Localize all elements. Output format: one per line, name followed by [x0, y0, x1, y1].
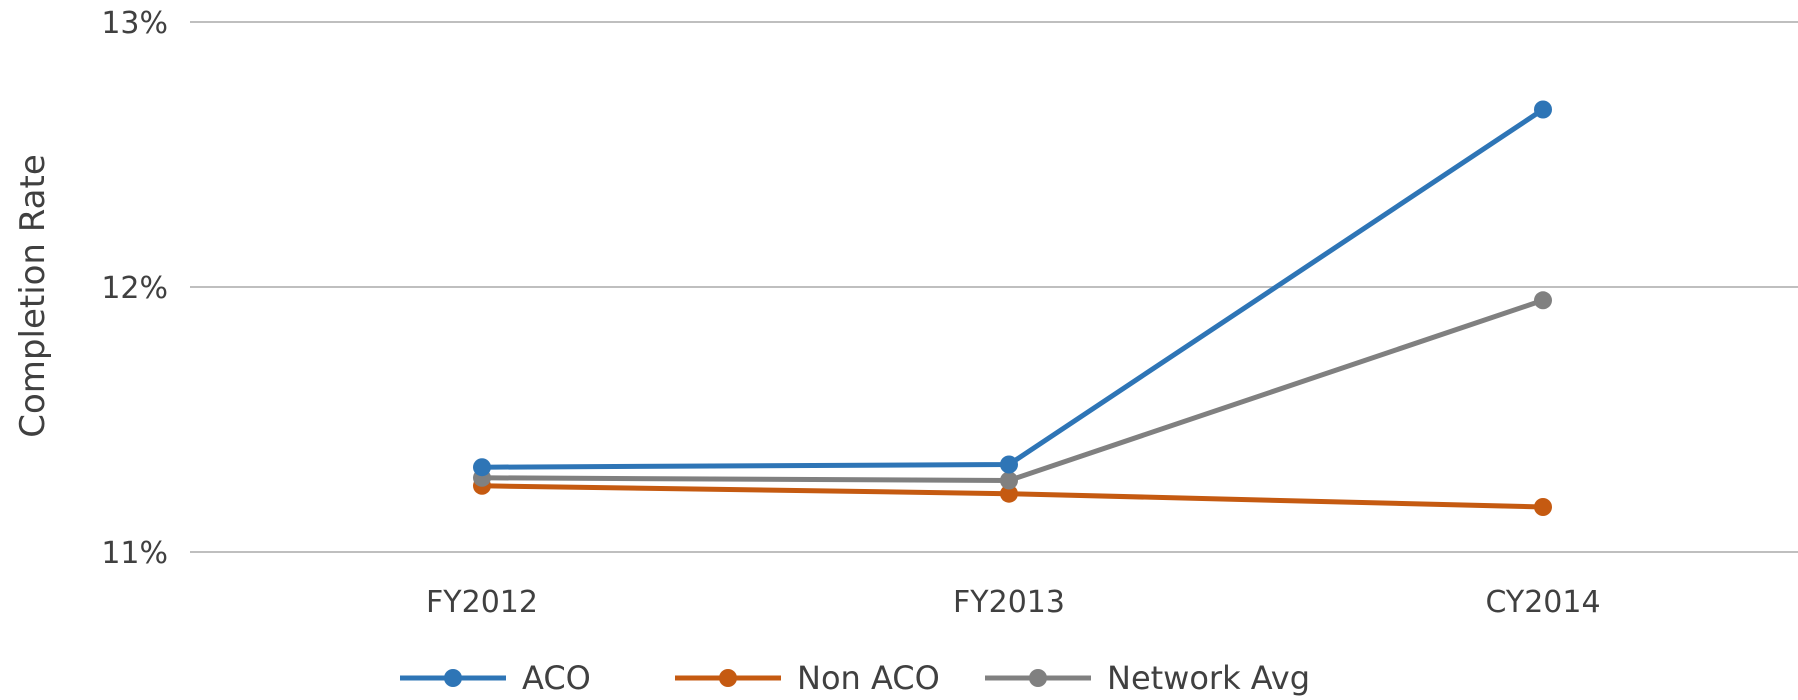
series-line-network-avg [479, 297, 1546, 483]
data-point-non-aco [1534, 498, 1552, 516]
data-point-aco [1534, 100, 1552, 119]
y-tick-label: 12% [101, 271, 168, 306]
legend: ACO Non ACO Network Avg [400, 659, 1310, 697]
y-tick-label: 13% [101, 6, 168, 41]
legend-label: Non ACO [797, 659, 940, 697]
legend-item-aco: ACO [400, 659, 591, 697]
y-axis-label: Completion Rate [13, 154, 53, 438]
y-axis-ticks: 11% 12% 13% [101, 6, 168, 571]
series-layer [473, 100, 1552, 516]
data-point-network-avg [1000, 471, 1018, 490]
y-tick-label: 11% [101, 536, 168, 571]
data-point-network-avg [1534, 291, 1552, 310]
legend-item-non-aco: Non ACO [675, 659, 940, 697]
data-point-non-aco [1000, 484, 1018, 503]
series-line-aco [479, 107, 1546, 470]
legend-swatch-marker [1029, 669, 1047, 687]
legend-swatch-marker [719, 669, 737, 687]
data-point-aco [1000, 455, 1018, 474]
x-tick-label: FY2012 [426, 585, 538, 620]
legend-label: ACO [522, 659, 591, 697]
legend-item-network-avg: Network Avg [985, 659, 1310, 697]
legend-swatch-marker [444, 669, 462, 687]
x-tick-label: CY2014 [1485, 585, 1600, 620]
x-axis-ticks: FY2012 FY2013 CY2014 [426, 585, 1601, 620]
gridlines [190, 21, 1798, 553]
x-tick-label: FY2013 [953, 585, 1065, 620]
data-point-aco [473, 458, 491, 477]
legend-label: Network Avg [1107, 659, 1310, 697]
